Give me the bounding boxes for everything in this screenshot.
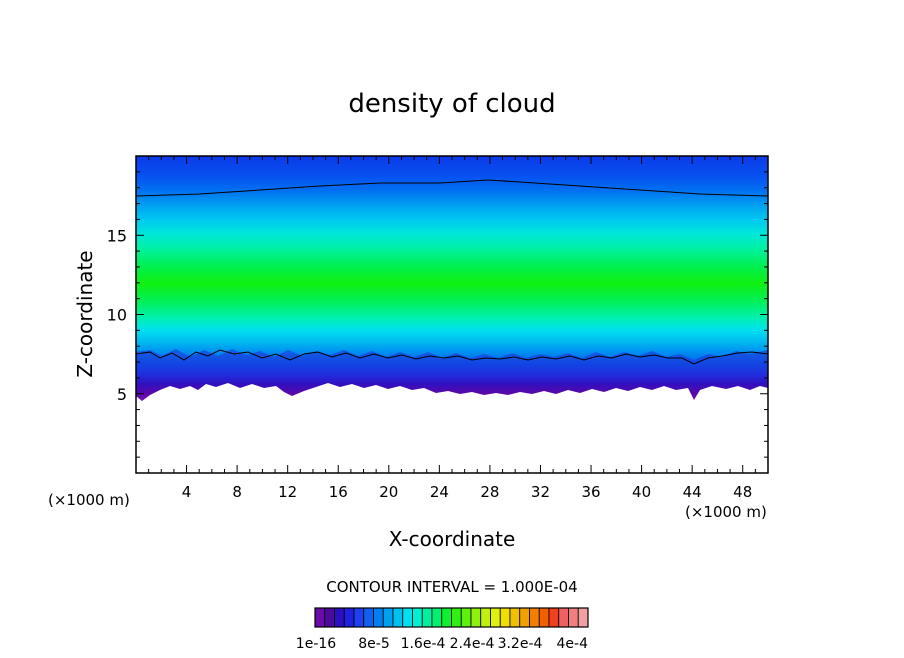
x-unit-right: (×1000 m): [685, 503, 767, 521]
x-tick-label: 44: [683, 483, 702, 501]
colorbar-swatch: [343, 607, 355, 628]
colorbar-swatch: [373, 607, 384, 628]
colorbar-swatch: [568, 607, 579, 628]
colorbar-swatch: [538, 607, 550, 628]
colorbar-swatch: [480, 607, 491, 628]
x-tick-label: 36: [581, 483, 600, 501]
x-tick-label: 40: [632, 483, 651, 501]
x-tick-label: 8: [232, 483, 242, 501]
chart-title: density of cloud: [348, 89, 555, 119]
colorbar-swatch: [324, 607, 335, 628]
x-tick-label: 16: [329, 483, 348, 501]
x-tick-label: 12: [278, 483, 297, 501]
colorbar-swatch: [363, 607, 374, 628]
colorbar-swatch: [509, 607, 521, 628]
colorbar-swatch: [558, 607, 569, 628]
x-axis-ticks: 4 8 12 16 20 24 28 32 36 40 44 48: [148, 156, 756, 501]
colorbar-swatch: [490, 607, 501, 628]
colorbar-swatch: [577, 607, 589, 628]
x-tick-label: 32: [531, 483, 550, 501]
colorbar-swatch: [431, 607, 443, 628]
y-tick-label: 5: [117, 385, 127, 404]
colorbar-swatch: [470, 607, 482, 628]
colorbar-label: 2.4e-4: [450, 636, 495, 652]
colorbar-swatch: [421, 607, 433, 628]
colorbar-swatch: [402, 607, 413, 628]
contour-interval-caption: CONTOUR INTERVAL = 1.000E-04: [326, 578, 577, 596]
y-axis-ticks: 5 10 15: [107, 171, 768, 458]
colorbar-swatch: [382, 607, 394, 628]
colorbar-swatch: [460, 607, 472, 628]
x-tick-label: 20: [379, 483, 398, 501]
colorbar-swatch: [519, 607, 530, 628]
colorbar-swatch: [412, 607, 423, 628]
x-tick-label: 4: [182, 483, 192, 501]
colorbar-swatch: [451, 607, 462, 628]
colorbar: [314, 607, 589, 628]
colorbar-swatch: [441, 607, 452, 628]
colorbar-label: 3.2e-4: [498, 636, 543, 652]
colorbar-frame: [314, 607, 589, 628]
colorbar-label: 8e-5: [358, 636, 389, 652]
cloud-base-band: [136, 349, 768, 375]
x-tick-label: 48: [733, 483, 752, 501]
colorbar-label: 4e-4: [557, 636, 589, 652]
colorbar-swatch: [392, 607, 404, 628]
x-unit-left: (×1000 m): [48, 491, 130, 509]
colorbar-swatch: [529, 607, 540, 628]
y-axis-label: Z-coordinate: [73, 250, 97, 377]
colorbar-label: 1e-16: [296, 636, 336, 652]
x-tick-label: 24: [430, 483, 449, 501]
y-tick-label: 15: [107, 226, 127, 245]
contour-line-lower: [136, 349, 768, 365]
colorbar-swatch: [548, 607, 560, 628]
y-tick-label: 10: [107, 306, 127, 325]
contour-line-upper: [136, 179, 768, 197]
x-tick-label: 28: [480, 483, 499, 501]
colorbar-label: 1.6e-4: [401, 636, 446, 652]
colorbar-swatch: [314, 607, 326, 628]
colorbar-swatch: [334, 607, 345, 628]
x-axis-label: X-coordinate: [389, 527, 516, 551]
colorbar-swatch: [353, 607, 365, 628]
plot-area: [136, 156, 768, 473]
cloud-field: [136, 156, 768, 401]
colorbar-swatch: [499, 607, 511, 628]
colorbar-labels: 1e-16 8e-5 1.6e-4 2.4e-4 3.2e-4 4e-4: [296, 636, 588, 652]
